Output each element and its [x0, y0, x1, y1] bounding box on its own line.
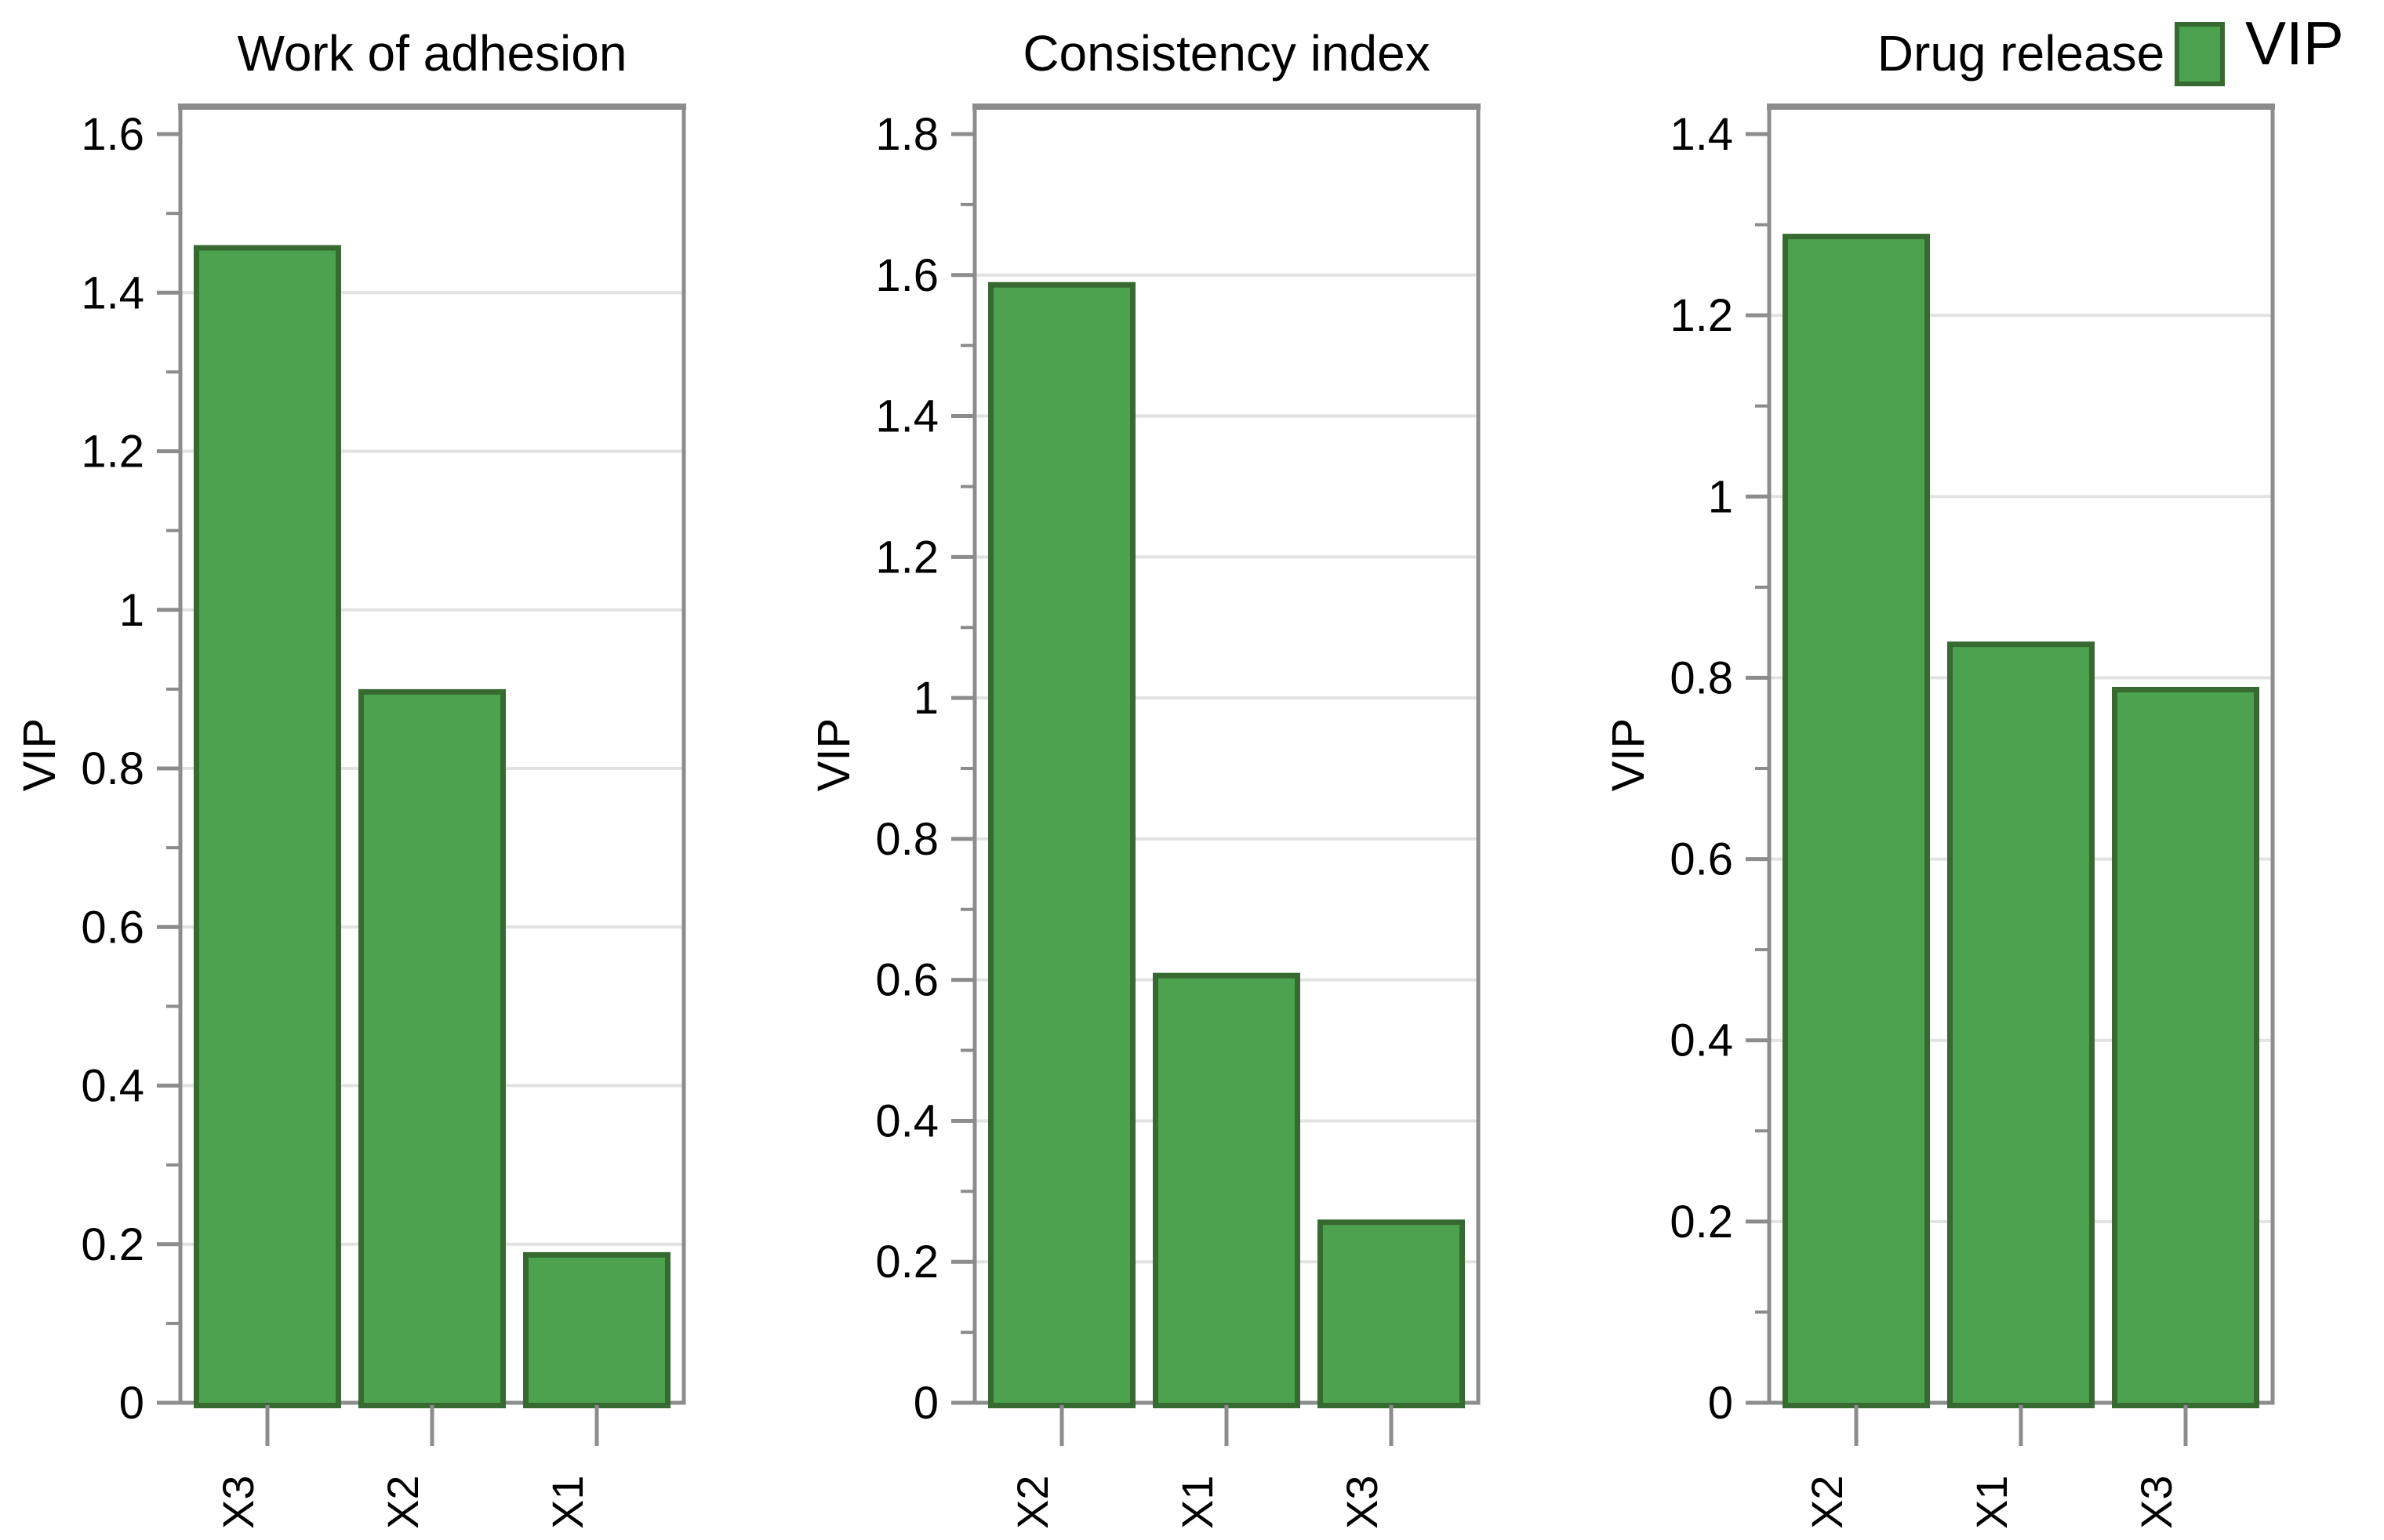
- chart-title: Work of adhesion: [238, 25, 627, 82]
- y-axis-label: VIP: [14, 718, 65, 792]
- chart-work-of-adhesion-svg: 0 0.2 0.4 0.6 0.8 1 1.2 1.4 1.6 X3 X2 X1 Work of adh…: [14, 25, 686, 1530]
- y-tick-label: 1: [914, 673, 939, 724]
- y-axis: 0 0.2 0.4 0.6 0.8 1 1.2 1.4 1.6 1.8: [875, 109, 975, 1429]
- chart-title: Drug release: [1877, 25, 2164, 82]
- chart-consistency-index: 0 0.2 0.4 0.6 0.8 1 1.2 1.4 1.6 1.8 X2 X1 X3 Consiste…: [794, 0, 1590, 1540]
- y-tick-label: 1: [119, 585, 144, 636]
- y-tick-label: 1.2: [1670, 290, 1733, 341]
- bars: [194, 245, 670, 1409]
- x-tick-label: X1: [543, 1476, 592, 1530]
- y-tick-label: 0.4: [1670, 1015, 1733, 1066]
- chart-consistency-index-svg: 0 0.2 0.4 0.6 0.8 1 1.2 1.4 1.6 1.8 X2 X1 X3 Consiste…: [809, 25, 1481, 1530]
- y-tick-label: 0: [119, 1378, 144, 1429]
- y-tick-label: 0.6: [81, 902, 144, 953]
- legend: VIP: [2175, 0, 2344, 86]
- y-tick-label: 1.4: [81, 267, 144, 318]
- y-tick-label: 0.8: [1670, 652, 1733, 703]
- y-tick-label: 0.2: [875, 1237, 939, 1288]
- x-tick-label: X3: [1337, 1476, 1386, 1530]
- bar-X3: [1317, 1219, 1465, 1409]
- y-tick-label: 0: [1708, 1378, 1733, 1429]
- x-tick-label: X3: [2131, 1476, 2181, 1530]
- y-tick-label: 0.8: [81, 743, 144, 794]
- bar-X2: [1783, 234, 1930, 1409]
- y-tick-label: 1.2: [81, 427, 144, 478]
- legend-label: VIP: [2245, 9, 2344, 78]
- bar-X3: [194, 245, 341, 1409]
- y-tick-label: 0.6: [875, 955, 939, 1006]
- bar-X2: [988, 281, 1136, 1408]
- bar-X2: [358, 688, 506, 1408]
- y-tick-label: 0: [914, 1378, 939, 1429]
- y-tick-label: 1.6: [81, 109, 144, 160]
- y-axis: 0 0.2 0.4 0.6 0.8 1 1.2 1.4: [1670, 109, 1769, 1429]
- y-axis-label: VIP: [1603, 718, 1654, 792]
- x-tick-label: X2: [1802, 1476, 1852, 1530]
- bar-X1: [1153, 972, 1300, 1408]
- chart-title: Consistency index: [1023, 25, 1430, 82]
- legend-swatch: [2175, 22, 2225, 86]
- y-tick-label: 1.2: [875, 532, 939, 583]
- bar-X1: [523, 1251, 670, 1409]
- bar-X1: [1947, 641, 2095, 1408]
- y-tick-label: 0.2: [81, 1219, 144, 1270]
- chart-work-of-adhesion: 0 0.2 0.4 0.6 0.8 1 1.2 1.4 1.6 X3 X2 X1 Work of adh…: [0, 0, 795, 1540]
- y-tick-label: 0.4: [875, 1095, 939, 1146]
- x-tick-label: X1: [1967, 1476, 2016, 1530]
- y-tick-label: 0.6: [1670, 834, 1733, 885]
- y-tick-label: 0.4: [81, 1061, 144, 1112]
- y-tick-label: 1.6: [875, 250, 939, 301]
- x-tick-label: X2: [378, 1476, 427, 1530]
- y-tick-label: 0.8: [875, 814, 939, 865]
- y-axis: 0 0.2 0.4 0.6 0.8 1 1.2 1.4 1.6: [81, 109, 180, 1429]
- chart-drug-release-svg: 0 0.2 0.4 0.6 0.8 1 1.2 1.4 X2 X1 X3 Drug release VI…: [1603, 25, 2275, 1530]
- y-tick-label: 1: [1708, 471, 1733, 522]
- bars: [1783, 234, 2259, 1409]
- x-tick-label: X2: [1008, 1476, 1057, 1530]
- bars: [988, 281, 1465, 1409]
- x-tick-label: X1: [1172, 1476, 1222, 1530]
- y-tick-label: 1.4: [1670, 109, 1733, 160]
- y-axis-label: VIP: [809, 718, 859, 792]
- y-tick-label: 0.2: [1670, 1197, 1733, 1248]
- x-tick-label: X3: [213, 1476, 263, 1530]
- y-tick-label: 1.8: [875, 109, 939, 160]
- bar-X3: [2112, 686, 2259, 1408]
- chart-drug-release: 0 0.2 0.4 0.6 0.8 1 1.2 1.4 X2 X1 X3 Drug release VI…: [1589, 0, 2384, 1540]
- y-tick-label: 1.4: [875, 391, 939, 442]
